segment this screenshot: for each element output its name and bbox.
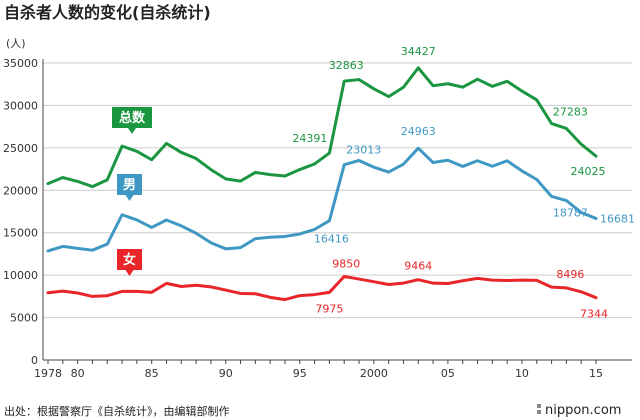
data-labels: 24391 32863 34427 27283 24025 16416 23013 24963… [292,45,635,321]
chart-title: 自杀者人数的变化(自杀统计) [4,3,211,22]
brand-mark [537,410,541,414]
x-tick-label: 15 [589,367,603,380]
data-label: 9464 [404,260,432,273]
x-tick-label: 80 [71,367,85,380]
data-label: 7975 [315,302,343,315]
x-tick-label: 85 [145,367,159,380]
series-line [46,274,598,302]
badge-label: 男 [123,178,136,193]
x-tick-label: 2000 [360,367,388,380]
x-tick-label: 95 [293,367,307,380]
data-label: 27283 [553,105,588,118]
y-unit-label: (人) [6,37,26,50]
badge-pointer [125,195,134,201]
y-tick-label: 15000 [3,227,38,240]
data-label: 34427 [401,45,436,58]
brand: nippon.com [537,403,621,418]
data-label: 7344 [580,308,608,321]
badge-box [117,174,142,195]
y-tick-label: 25000 [3,142,38,155]
series-badge: 女 [117,249,142,276]
data-label: 32863 [329,59,364,72]
x-axis: 1978 80 85 90 95 2000 05 10 15 [34,360,603,380]
x-tick-label: 10 [515,367,529,380]
badge-label: 女 [123,252,136,268]
source-note: 出处：根据警察厅《自杀统计》，由编辑部制作 [4,404,230,418]
badge-box [112,107,152,128]
data-label: 24025 [571,165,606,178]
data-label: 23013 [346,144,381,157]
badge-pointer [125,270,134,276]
x-tick-label: 05 [441,367,455,380]
brand-mark [537,404,541,408]
y-tick-label: 10000 [3,269,38,282]
badge-box [117,249,142,270]
x-tick-label: 90 [219,367,233,380]
series-line [46,146,598,253]
data-label: 8496 [556,268,584,281]
series-line [46,66,598,189]
data-label: 24391 [292,132,327,145]
data-label: 16416 [314,233,349,246]
y-axis: 0 5000 10000 15000 20000 25000 30000 35000 [3,57,38,367]
series-lines [46,66,598,302]
series-badge: 总数 [112,107,152,134]
y-tick-label: 35000 [3,57,38,70]
data-label: 9850 [332,257,360,270]
series-badge: 男 [117,174,142,201]
x-tick-label: 1978 [34,367,62,380]
y-tick-label: 5000 [10,312,38,325]
data-label: 24963 [401,125,436,138]
y-tick-label: 30000 [3,99,38,112]
data-label: 18787 [553,207,588,220]
badge-label: 总数 [119,110,146,126]
brand-logo: nippon.com [545,403,621,418]
y-tick-label: 0 [31,354,38,367]
badge-pointer [128,128,136,134]
y-tick-label: 20000 [3,184,38,197]
data-label: 16681 [600,212,635,225]
